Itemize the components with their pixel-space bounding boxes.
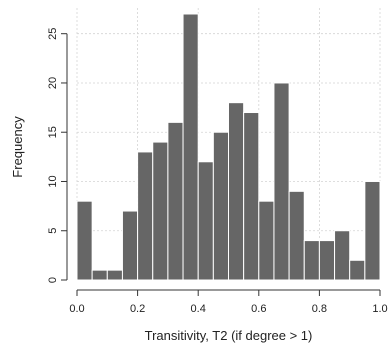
histogram-bar <box>228 102 245 281</box>
histogram-bar <box>364 180 381 281</box>
histogram-bar <box>288 190 305 281</box>
x-tick-label: 0.2 <box>130 303 145 315</box>
histogram-bar <box>76 200 93 281</box>
histogram-bar <box>137 151 154 281</box>
histogram-bar <box>273 82 290 281</box>
histogram-bar <box>334 230 351 281</box>
x-tick-label: 0.0 <box>69 303 84 315</box>
x-axis-label: Transitivity, T2 (if degree > 1) <box>145 328 313 343</box>
y-tick-label: 5 <box>47 228 59 234</box>
y-axis-label: Frequency <box>10 116 25 178</box>
y-tick-label: 25 <box>47 28 59 40</box>
histogram-bar <box>258 200 275 281</box>
histogram-bar <box>121 210 139 281</box>
x-tick-label: 0.4 <box>191 303 206 315</box>
histogram-bar <box>243 112 260 281</box>
histogram-bar <box>318 240 336 281</box>
y-tick-label: 10 <box>47 175 59 187</box>
histogram-bar <box>182 13 199 281</box>
histogram-bar <box>152 141 169 281</box>
y-tick-label: 0 <box>47 277 59 283</box>
histogram-bar <box>349 259 366 281</box>
x-tick-label: 1.0 <box>372 303 387 315</box>
y-tick-label: 20 <box>47 77 59 89</box>
x-axis: 0.0 0.2 0.4 0.6 0.8 1.0 <box>69 289 388 315</box>
histogram-bar <box>303 240 320 281</box>
y-tick-label: 15 <box>47 126 59 138</box>
histogram-bar <box>91 269 108 281</box>
x-tick-label: 0.6 <box>251 303 266 315</box>
histogram-bar <box>167 121 184 281</box>
histogram-bar <box>212 131 230 281</box>
y-axis: 0 5 10 15 20 25 <box>47 28 68 283</box>
histogram-bars <box>76 13 381 281</box>
x-tick-label: 0.8 <box>312 303 327 315</box>
histogram-bar <box>197 161 214 281</box>
histogram-bar <box>106 269 123 281</box>
